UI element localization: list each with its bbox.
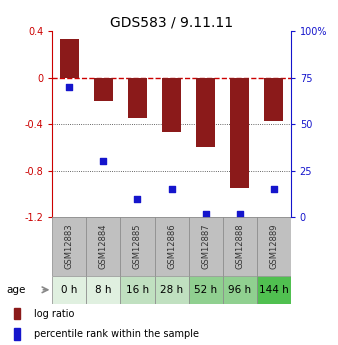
Text: 16 h: 16 h xyxy=(126,285,149,295)
Bar xyxy=(52,276,87,304)
Text: GSM12885: GSM12885 xyxy=(133,224,142,269)
Bar xyxy=(223,217,257,276)
Text: percentile rank within the sample: percentile rank within the sample xyxy=(34,329,199,339)
Bar xyxy=(14,308,20,319)
Bar xyxy=(162,78,181,132)
Bar xyxy=(189,217,223,276)
Text: 52 h: 52 h xyxy=(194,285,217,295)
Bar xyxy=(120,217,154,276)
Bar xyxy=(189,276,223,304)
Text: GSM12884: GSM12884 xyxy=(99,224,108,269)
Point xyxy=(135,196,140,201)
Text: 144 h: 144 h xyxy=(259,285,289,295)
Bar xyxy=(120,276,154,304)
Bar xyxy=(154,276,189,304)
Text: GSM12887: GSM12887 xyxy=(201,224,210,269)
Bar xyxy=(196,78,215,148)
Bar xyxy=(60,39,79,78)
Text: GSM12889: GSM12889 xyxy=(269,224,278,269)
Text: 96 h: 96 h xyxy=(228,285,251,295)
Bar xyxy=(257,276,291,304)
Bar xyxy=(14,328,20,340)
Bar xyxy=(264,78,283,121)
Bar xyxy=(257,217,291,276)
Text: GSM12888: GSM12888 xyxy=(235,224,244,269)
Title: GDS583 / 9.11.11: GDS583 / 9.11.11 xyxy=(110,16,233,30)
Bar xyxy=(87,276,120,304)
Text: age: age xyxy=(7,285,26,295)
Text: 0 h: 0 h xyxy=(61,285,78,295)
Bar xyxy=(128,78,147,118)
Point xyxy=(101,159,106,164)
Point xyxy=(203,211,208,216)
Text: GSM12886: GSM12886 xyxy=(167,224,176,269)
Bar xyxy=(230,78,249,188)
Point xyxy=(169,187,174,192)
Text: log ratio: log ratio xyxy=(34,308,74,318)
Bar xyxy=(52,217,87,276)
Text: 8 h: 8 h xyxy=(95,285,112,295)
Bar xyxy=(154,217,189,276)
Bar xyxy=(223,276,257,304)
Text: GSM12883: GSM12883 xyxy=(65,224,74,269)
Bar xyxy=(94,78,113,101)
Point xyxy=(67,84,72,90)
Point xyxy=(271,187,276,192)
Text: 28 h: 28 h xyxy=(160,285,183,295)
Bar xyxy=(87,217,120,276)
Point xyxy=(237,211,242,216)
